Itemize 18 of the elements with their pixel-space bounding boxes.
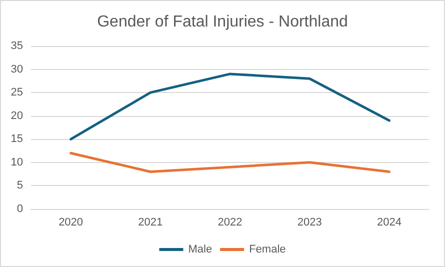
y-tick-label: 5 <box>16 180 23 192</box>
y-tick-label: 0 <box>16 203 23 215</box>
x-tick-label: 2021 <box>138 216 163 228</box>
y-tick-label: 15 <box>10 133 23 146</box>
x-tick-label: 2023 <box>297 216 322 228</box>
line-series <box>70 72 390 140</box>
y-tick-label: 25 <box>10 86 23 99</box>
legend-label: Female <box>249 244 286 256</box>
y-tick-label: 20 <box>10 110 23 122</box>
chart-title: Gender of Fatal Injuries - Northland <box>97 14 348 30</box>
y-tick-label: 10 <box>10 156 23 168</box>
line-series <box>70 152 390 173</box>
x-tick-label: 2020 <box>58 216 84 228</box>
y-tick-label: 30 <box>10 63 23 76</box>
x-tick-label: 2024 <box>376 216 402 228</box>
x-tick-label: 2022 <box>218 216 242 228</box>
y-tick-label: 35 <box>10 40 23 52</box>
legend-label: Male <box>188 244 212 256</box>
